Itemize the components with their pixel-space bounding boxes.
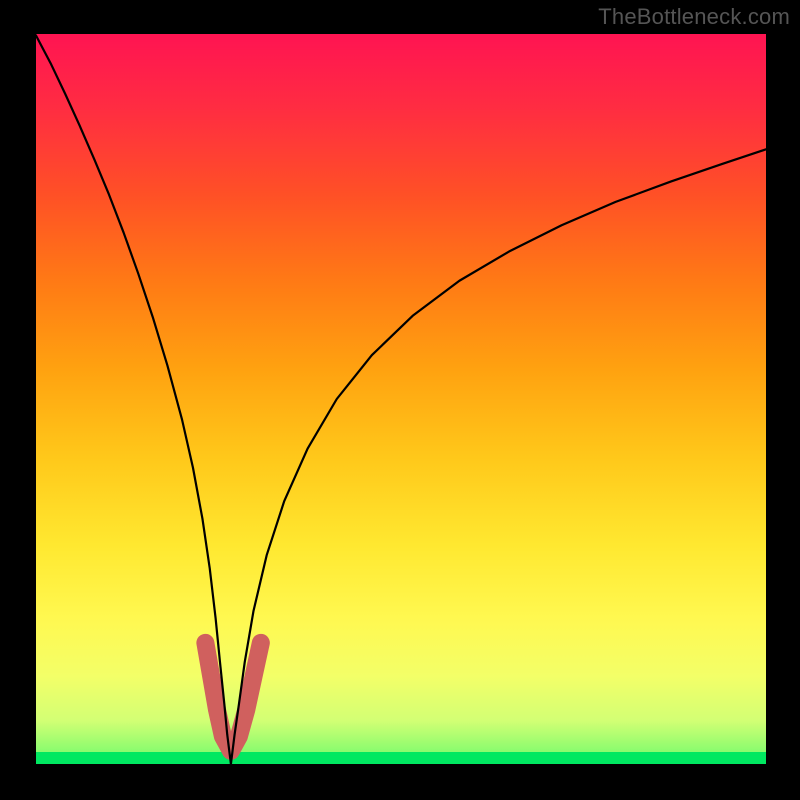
plot-gradient-area [36, 34, 766, 764]
watermark-label: TheBottleneck.com [598, 4, 790, 30]
bottleneck-chart [0, 0, 800, 800]
chart-stage: TheBottleneck.com [0, 0, 800, 800]
bottom-green-band [36, 752, 766, 764]
